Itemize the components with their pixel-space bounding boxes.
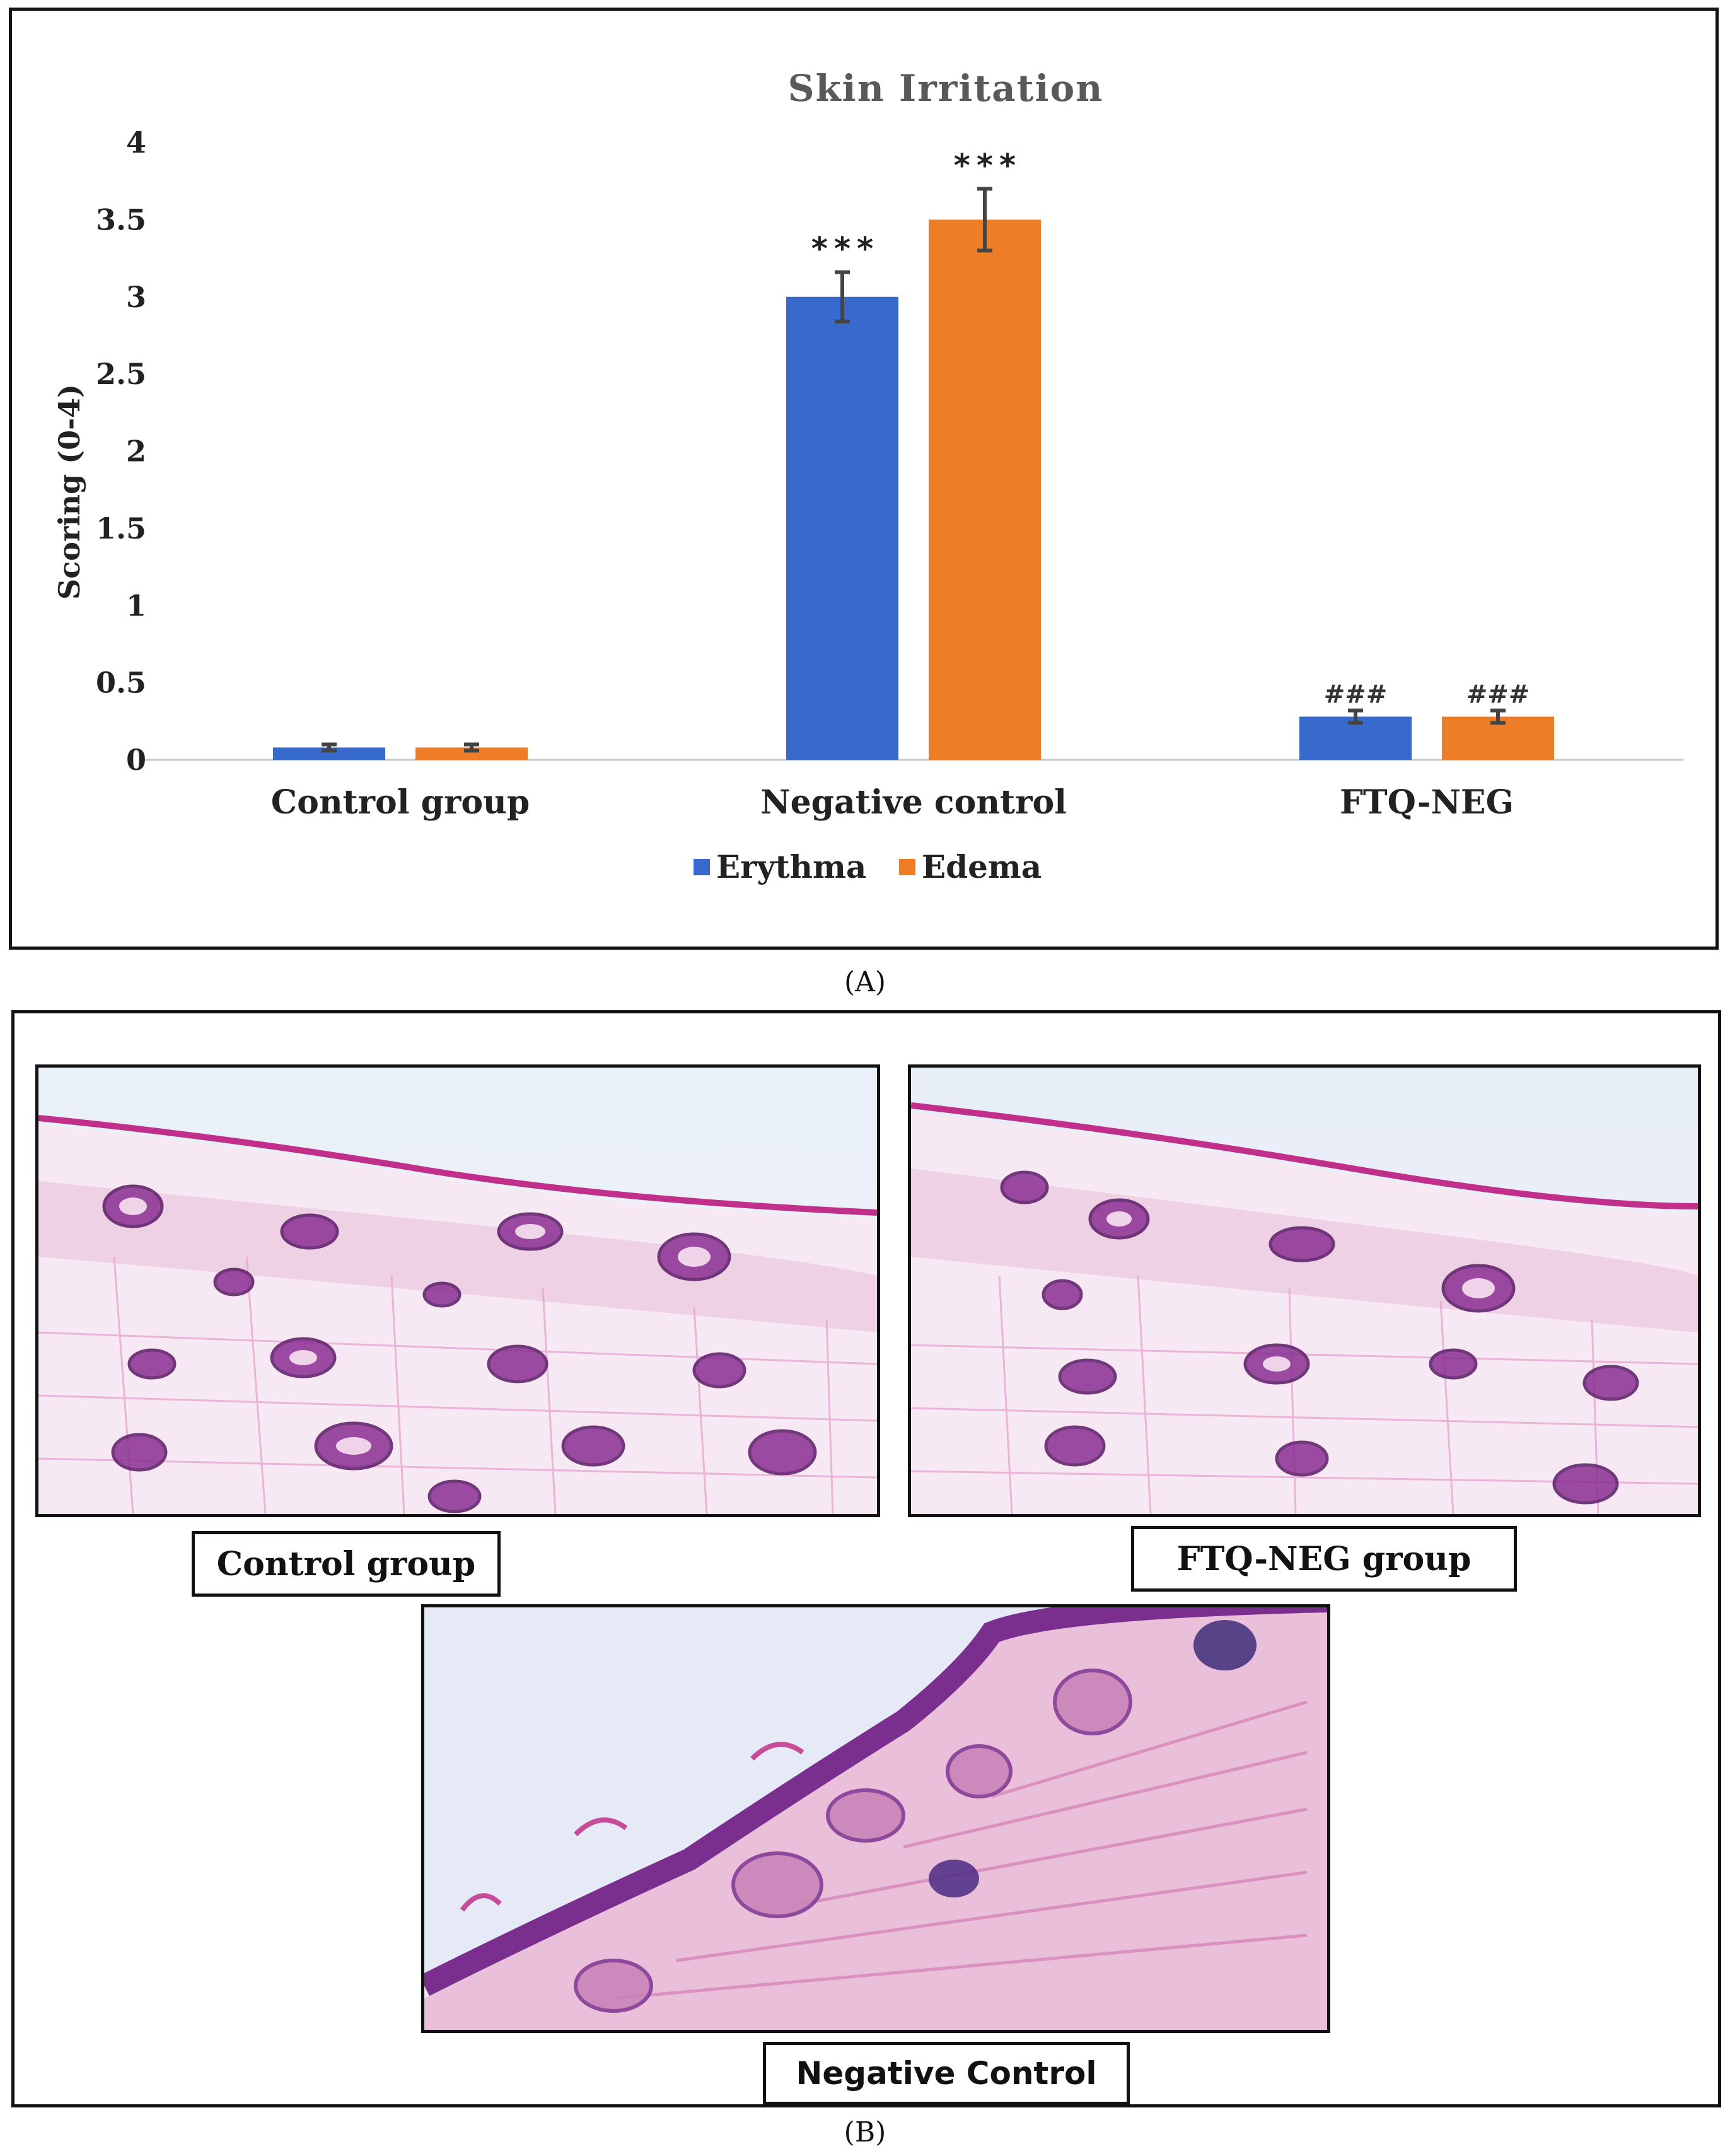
legend: Erythma Edema <box>694 848 1042 885</box>
y-tick-label: 0 <box>126 743 146 777</box>
chart-canvas: Skin Irritation Scoring (0-4) 0 0.5 1 1.5 2 2… <box>52 67 1683 885</box>
significance-label: *** <box>811 231 880 267</box>
control-group-caption: Control group <box>192 1531 501 1597</box>
legend-swatch-edema <box>899 859 915 875</box>
ftq-neg-group-caption: FTQ-NEG group <box>1131 1526 1517 1592</box>
significance-label: *** <box>954 147 1022 184</box>
bar-series: *** *** ### ### <box>273 147 1554 760</box>
panel-a-label: (A) <box>844 966 886 998</box>
negative-control-caption: Negative Control <box>763 2042 1130 2105</box>
panel-b-label: (B) <box>844 2116 886 2148</box>
y-tick-label: 1 <box>126 588 146 622</box>
bar-erythma-1 <box>273 747 385 760</box>
y-tick-label: 1.5 <box>96 511 146 545</box>
y-axis-title: Scoring (0-4) <box>52 384 86 600</box>
legend-swatch-erythma <box>694 859 710 875</box>
legend-label-edema: Edema <box>922 848 1042 885</box>
bar-edema-2 <box>929 219 1041 760</box>
bar-edema-1 <box>415 747 528 760</box>
bar-erythma-2 <box>786 296 898 760</box>
category-label: Control group <box>271 783 530 822</box>
y-tick-label: 3.5 <box>96 202 146 236</box>
control-group-micrograph <box>35 1064 880 1517</box>
y-tick-label: 2 <box>126 434 146 469</box>
legend-label-erythma: Erythma <box>716 848 866 885</box>
category-label: FTQ-NEG <box>1340 783 1514 822</box>
y-tick-label: 3 <box>126 280 146 314</box>
chart-title: Skin Irritation <box>788 67 1104 110</box>
negative-control-micrograph <box>421 1604 1330 2033</box>
y-tick-label: 0.5 <box>96 666 146 700</box>
significance-label: ### <box>1466 680 1530 709</box>
category-labels: Control group Negative control FTQ-NEG <box>271 783 1514 822</box>
category-label: Negative control <box>760 783 1067 822</box>
y-tick-label: 2.5 <box>96 357 146 391</box>
significance-label: ### <box>1324 680 1388 709</box>
y-tick-label: 4 <box>126 125 146 160</box>
ftq-neg-group-micrograph <box>908 1064 1701 1517</box>
y-tick-labels: 0 0.5 1 1.5 2 2.5 3 3.5 4 <box>96 125 146 777</box>
